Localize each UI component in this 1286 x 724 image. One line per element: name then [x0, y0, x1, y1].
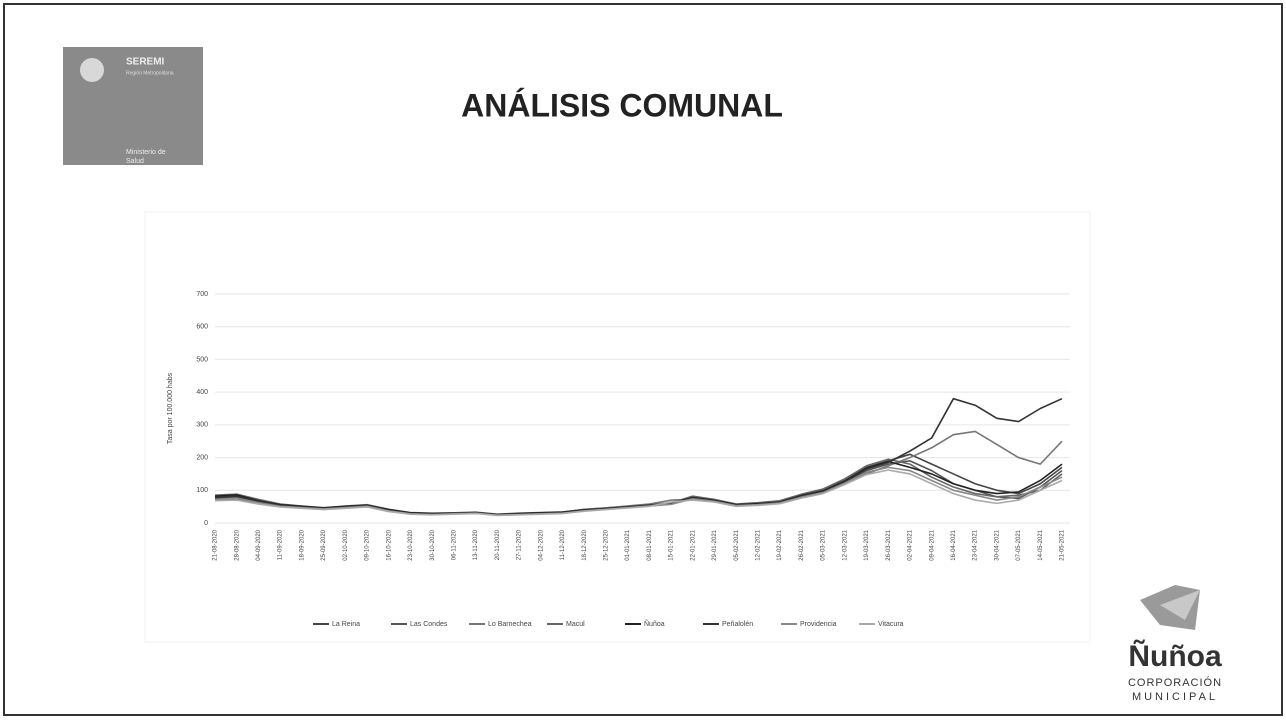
x-tick-label: 01-01-2021	[625, 529, 631, 560]
slide-title: ANÁLISIS COMUNAL	[461, 87, 783, 123]
x-tick-label: 30-10-2020	[430, 529, 436, 560]
chart-area	[144, 211, 1091, 643]
logo-title: SEREMI	[126, 57, 165, 68]
legend-label: Ñuñoa	[644, 619, 665, 628]
logo-ministry: Ministerio de	[126, 149, 166, 156]
x-tick-label: 06-11-2020	[451, 529, 457, 560]
x-tick-label: 19-03-2021	[864, 529, 870, 560]
legend-label: Vitacura	[878, 621, 904, 628]
x-tick-label: 16-10-2020	[386, 529, 392, 560]
x-tick-label: 09-10-2020	[365, 529, 371, 560]
x-tick-label: 23-10-2020	[408, 529, 414, 560]
y-axis-label: Tasa por 100.000 habs	[167, 372, 174, 444]
logo-line: MUNICIPAL	[1132, 691, 1218, 703]
logo-subtitle: Región Metropolitana	[126, 70, 174, 76]
x-tick-label: 02-04-2021	[908, 529, 914, 560]
x-tick-label: 16-04-2021	[951, 529, 957, 560]
y-tick-label: 700	[196, 291, 208, 298]
x-tick-label: 13-11-2020	[473, 529, 479, 560]
logo-line: CORPORACIÓN	[1128, 676, 1222, 689]
y-tick-label: 600	[196, 324, 208, 331]
x-tick-label: 09-04-2021	[929, 529, 935, 560]
y-tick-label: 100	[196, 487, 208, 494]
x-tick-label: 21-05-2021	[1060, 529, 1066, 560]
x-tick-label: 30-04-2021	[994, 529, 1000, 560]
y-tick-label: 500	[196, 356, 208, 363]
x-tick-label: 04-12-2020	[538, 529, 544, 560]
x-tick-label: 20-11-2020	[495, 529, 501, 560]
x-tick-label: 26-03-2021	[886, 529, 892, 560]
x-tick-label: 25-09-2020	[321, 529, 327, 560]
x-tick-label: 14-05-2021	[1038, 529, 1044, 560]
legend-label: La Reina	[332, 621, 360, 628]
x-tick-label: 18-12-2020	[582, 529, 588, 560]
series-line	[214, 469, 1063, 517]
y-tick-label: 0	[204, 520, 208, 527]
legend-label: Providencia	[800, 621, 837, 628]
nunoa-logo: Ñuñoa CORPORACIÓN MUNICIPAL	[1128, 585, 1222, 703]
x-tick-label: 25-12-2020	[604, 529, 610, 560]
legend-label: Peñalolén	[722, 621, 753, 628]
x-tick-label: 26-02-2021	[799, 529, 805, 560]
x-tick-label: 28-08-2020	[234, 529, 240, 560]
x-tick-label: 21-08-2020	[213, 529, 219, 560]
x-tick-label: 08-01-2021	[647, 529, 653, 560]
x-tick-label: 15-01-2021	[669, 529, 675, 560]
x-tick-label: 12-02-2021	[756, 529, 762, 560]
logo-icon	[1160, 590, 1200, 620]
x-tick-label: 11-12-2020	[560, 529, 566, 560]
y-tick-label: 200	[196, 454, 208, 461]
x-tick-label: 22-01-2021	[690, 529, 696, 560]
logo-ministry: Salud	[126, 158, 144, 165]
x-tick-label: 12-03-2021	[842, 529, 848, 560]
x-tick-label: 29-01-2021	[712, 529, 718, 560]
legend-label: Macul	[566, 621, 585, 628]
x-tick-label: 19-02-2021	[777, 529, 783, 560]
x-tick-label: 04-09-2020	[256, 529, 262, 560]
x-tick-label: 23-04-2021	[973, 529, 979, 560]
y-tick-label: 400	[196, 389, 208, 396]
x-tick-label: 27-11-2020	[517, 529, 523, 560]
x-tick-label: 07-05-2021	[1016, 529, 1022, 560]
seremi-emblem	[80, 58, 104, 82]
x-tick-label: 05-02-2021	[734, 529, 740, 560]
x-tick-label: 11-09-2020	[278, 529, 284, 560]
legend-label: Lo Barnechea	[488, 621, 532, 628]
y-tick-label: 300	[196, 422, 208, 429]
x-tick-label: 02-10-2020	[343, 529, 349, 560]
logo-name: Ñuñoa	[1128, 639, 1222, 673]
x-tick-label: 05-03-2021	[821, 529, 827, 560]
legend-label: Las Condes	[410, 621, 448, 628]
x-tick-label: 18-09-2020	[299, 529, 305, 560]
